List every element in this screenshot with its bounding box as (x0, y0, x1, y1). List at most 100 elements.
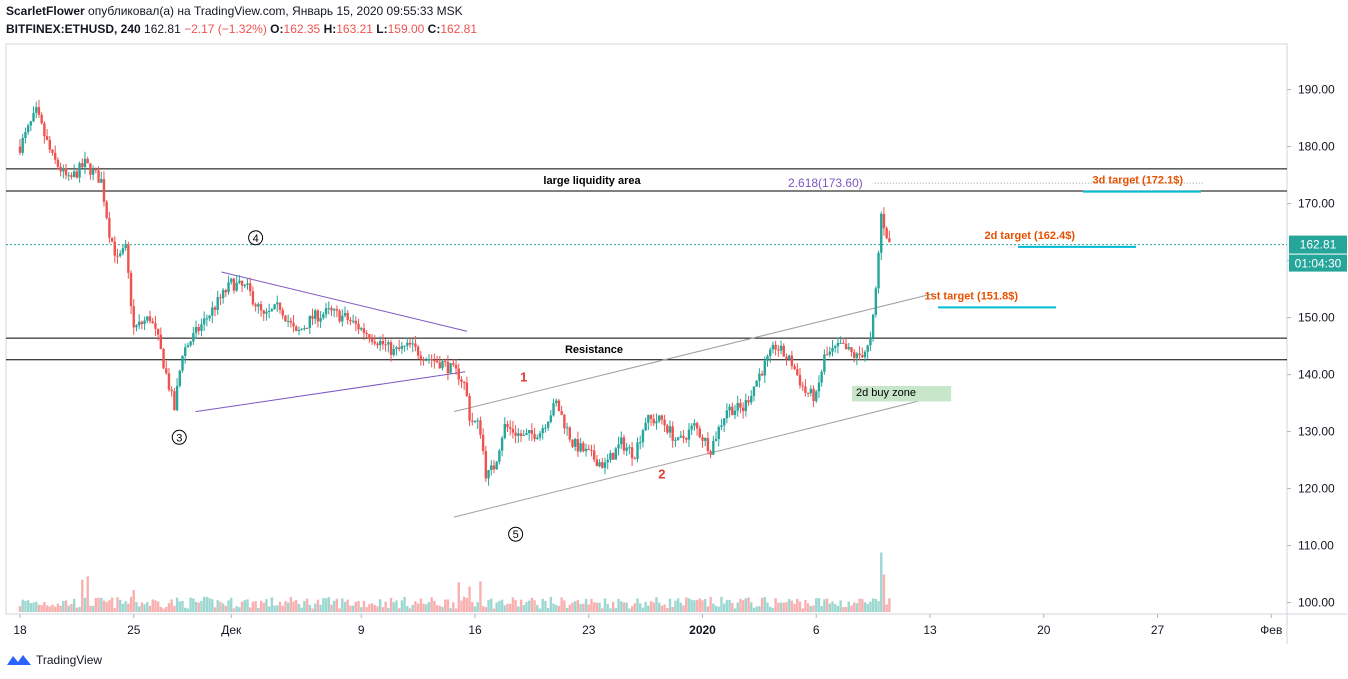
candle-body[interactable] (584, 448, 588, 452)
candle-body[interactable] (338, 310, 341, 322)
candle-body[interactable] (750, 395, 753, 403)
candle-body[interactable] (744, 400, 748, 412)
candle-body[interactable] (563, 414, 566, 429)
candle-body[interactable] (444, 361, 447, 363)
candle-body[interactable] (308, 315, 311, 328)
candle-body[interactable] (668, 426, 672, 433)
candle-body[interactable] (582, 443, 585, 452)
candle-body[interactable] (877, 252, 880, 289)
candle-body[interactable] (351, 320, 355, 322)
candle-body[interactable] (165, 368, 168, 374)
candle-body[interactable] (706, 438, 710, 452)
candle-body[interactable] (259, 304, 263, 311)
candle-body[interactable] (51, 149, 54, 153)
candle-body[interactable] (760, 373, 764, 376)
candle-body[interactable] (370, 339, 374, 342)
candle-body[interactable] (314, 310, 317, 319)
candle-body[interactable] (568, 427, 571, 440)
candle-body[interactable] (311, 315, 314, 319)
candle-body[interactable] (777, 349, 780, 351)
candle-body[interactable] (194, 327, 198, 334)
candle-body[interactable] (32, 112, 35, 122)
author-name[interactable]: ScarletFlower (6, 4, 85, 18)
candle-body[interactable] (555, 400, 558, 404)
candle-body[interactable] (685, 437, 688, 440)
candle-body[interactable] (852, 352, 856, 358)
candle-body[interactable] (146, 316, 149, 321)
candle-body[interactable] (644, 422, 647, 431)
candle-body[interactable] (801, 385, 804, 387)
candle-body[interactable] (503, 423, 506, 438)
candle-body[interactable] (441, 361, 444, 369)
candle-body[interactable] (387, 342, 390, 345)
candle-body[interactable] (94, 169, 98, 171)
candle-body[interactable] (24, 132, 27, 139)
candle-body[interactable] (606, 459, 609, 463)
candle-body[interactable] (70, 175, 73, 177)
candle-body[interactable] (565, 427, 569, 429)
candle-body[interactable] (127, 244, 130, 273)
candle-body[interactable] (509, 427, 512, 429)
candle-body[interactable] (59, 166, 62, 172)
candle-body[interactable] (468, 395, 471, 421)
candle-body[interactable] (495, 461, 498, 470)
candle-body[interactable] (676, 437, 680, 440)
candle-body[interactable] (281, 309, 284, 316)
candle-body[interactable] (40, 114, 43, 124)
candle-body[interactable] (67, 175, 70, 177)
candle-body[interactable] (592, 450, 596, 460)
candle-body[interactable] (842, 342, 845, 344)
candle-body[interactable] (192, 333, 195, 342)
candle-body[interactable] (698, 428, 701, 438)
candle-body[interactable] (129, 272, 133, 307)
candle-body[interactable] (224, 290, 228, 293)
candle-body[interactable] (346, 313, 349, 321)
candle-body[interactable] (557, 400, 561, 412)
candle-body[interactable] (695, 423, 699, 429)
candle-body[interactable] (457, 368, 460, 380)
candle-body[interactable] (113, 241, 116, 256)
candle-body[interactable] (869, 337, 872, 346)
candle-body[interactable] (825, 354, 829, 356)
candle-body[interactable] (880, 213, 883, 253)
candle-body[interactable] (471, 420, 474, 422)
candle-body[interactable] (159, 334, 163, 349)
candle-body[interactable] (419, 355, 423, 360)
candle-body[interactable] (384, 344, 387, 346)
candle-body[interactable] (381, 340, 385, 345)
candle-body[interactable] (657, 415, 661, 422)
candle-body[interactable] (785, 356, 788, 360)
candle-body[interactable] (828, 351, 831, 355)
candle-body[interactable] (752, 386, 756, 396)
candle-body[interactable] (587, 448, 590, 450)
candle-body[interactable] (416, 346, 420, 356)
candle-body[interactable] (798, 375, 802, 386)
candle-body[interactable] (755, 380, 758, 387)
candle-body[interactable] (368, 334, 371, 340)
candle-body[interactable] (341, 315, 344, 322)
candle-body[interactable] (815, 391, 818, 402)
candle-body[interactable] (365, 332, 368, 335)
candle-body[interactable] (21, 138, 24, 153)
candle-body[interactable] (197, 327, 200, 331)
candle-body[interactable] (855, 353, 859, 358)
candle-body[interactable] (18, 146, 22, 153)
candle-body[interactable] (712, 440, 715, 455)
candle-body[interactable] (238, 280, 241, 283)
candle-body[interactable] (324, 308, 328, 315)
candle-body[interactable] (831, 347, 834, 352)
candle-body[interactable] (64, 168, 68, 176)
candle-body[interactable] (682, 435, 685, 438)
candle-body[interactable] (538, 433, 542, 438)
candle-body[interactable] (97, 170, 100, 183)
candle-body[interactable] (427, 359, 431, 361)
candle-body[interactable] (119, 253, 122, 256)
candle-body[interactable] (286, 320, 290, 322)
candle-body[interactable] (633, 458, 636, 460)
candle-body[interactable] (687, 429, 691, 440)
candle-body[interactable] (701, 437, 704, 441)
candle-body[interactable] (135, 325, 138, 328)
candle-body[interactable] (885, 228, 888, 239)
candle-body[interactable] (86, 158, 89, 164)
candle-body[interactable] (360, 328, 363, 330)
